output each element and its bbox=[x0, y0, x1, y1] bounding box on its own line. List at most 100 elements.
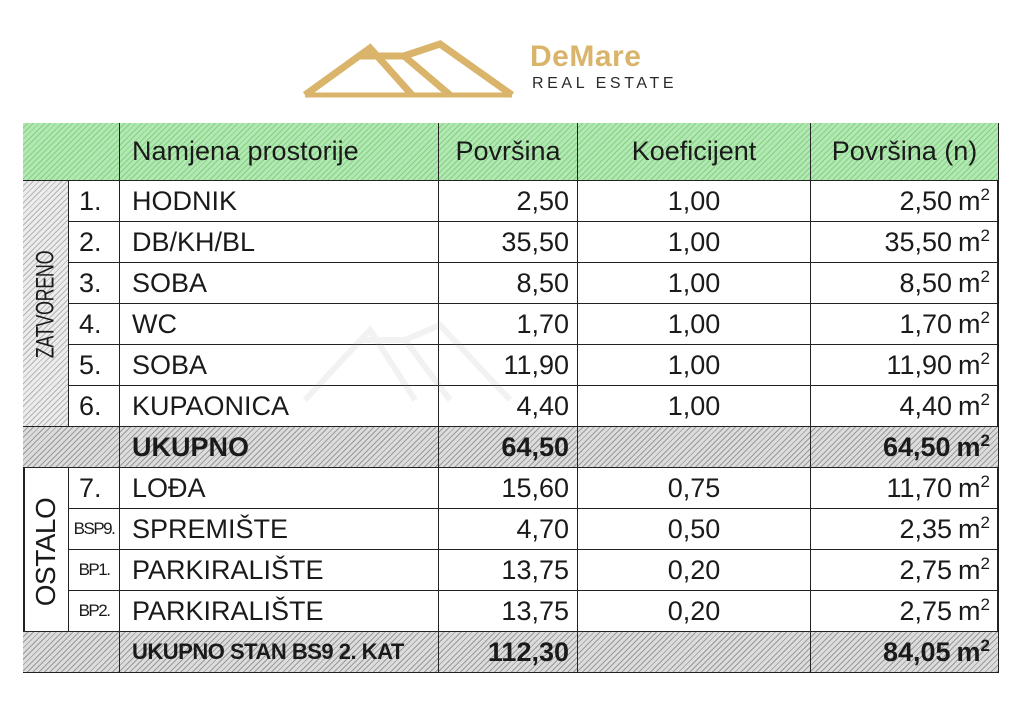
unit-label: m bbox=[958, 349, 981, 380]
net-area-value: 2,50 bbox=[899, 185, 953, 216]
unit-exponent: 2 bbox=[980, 266, 990, 286]
row-number-label: 3. bbox=[79, 267, 102, 298]
unit-label: m bbox=[958, 513, 981, 544]
unit-label: m bbox=[958, 554, 981, 585]
row-room-name: HODNIK bbox=[120, 181, 439, 222]
row-room-name: PARKIRALIŠTE bbox=[120, 591, 439, 632]
subtotal-area-value: 64,50 bbox=[501, 431, 569, 462]
row-area: 2,50 bbox=[439, 181, 578, 222]
unit-label: m bbox=[958, 226, 981, 257]
net-area-value: 2,75 bbox=[899, 554, 953, 585]
unit-label: m bbox=[956, 431, 981, 462]
room-name-label: PARKIRALIŠTE bbox=[132, 595, 324, 626]
row-net-area: 2,35 m2 bbox=[811, 509, 999, 550]
unit-m2: m2 bbox=[958, 350, 990, 381]
brand-name: DeMare bbox=[530, 40, 642, 73]
unit-m2: m2 bbox=[958, 514, 990, 545]
row-coefficient: 1,00 bbox=[578, 345, 811, 386]
unit-m2: m2 bbox=[958, 391, 990, 422]
room-name-label: LOĐA bbox=[132, 472, 206, 503]
row-net-area: 11,90 m2 bbox=[811, 345, 999, 386]
row-room-name: SOBA bbox=[120, 263, 439, 304]
unit-exponent: 2 bbox=[980, 348, 990, 368]
unit-m2: m2 bbox=[957, 432, 990, 463]
net-area-value: 2,35 bbox=[899, 513, 953, 544]
unit-m2: m2 bbox=[958, 186, 990, 217]
row-number-label: 6. bbox=[79, 390, 102, 421]
row-number-label: 5. bbox=[79, 349, 102, 380]
row-coefficient: 0,50 bbox=[578, 509, 811, 550]
header-net-area: Površina (n) bbox=[811, 123, 999, 181]
unit-label: m bbox=[956, 636, 981, 667]
row-area: 11,90 bbox=[439, 345, 578, 386]
total-label-text: UKUPNO STAN BS9 2. KAT bbox=[132, 639, 404, 664]
row-net-area: 2,75 m2 bbox=[811, 550, 999, 591]
row-area: 4,40 bbox=[439, 386, 578, 427]
area-value: 2,50 bbox=[516, 185, 569, 216]
unit-m2: m2 bbox=[958, 227, 990, 258]
row-number-label: 2. bbox=[79, 226, 102, 257]
subtotal-net-value: 64,50 bbox=[882, 431, 951, 462]
row-net-area: 8,50 m2 bbox=[811, 263, 999, 304]
row-room-name: SOBA bbox=[120, 345, 439, 386]
room-area-table: Namjena prostorije Površina Koeficijent Pov… bbox=[23, 123, 999, 673]
row-area: 13,75 bbox=[439, 550, 578, 591]
row-number-label: 4. bbox=[79, 308, 102, 339]
row-room-name: LOĐA bbox=[120, 468, 439, 509]
subtotal-label-text: UKUPNO bbox=[132, 431, 250, 462]
group-closed: ZATVORENO bbox=[23, 181, 69, 427]
unit-label: m bbox=[958, 390, 981, 421]
row-area: 8,50 bbox=[439, 263, 578, 304]
row-number: 3. bbox=[69, 263, 120, 304]
unit-exponent: 2 bbox=[980, 471, 990, 491]
total-net-value: 84,05 bbox=[882, 636, 951, 667]
row-area: 4,70 bbox=[439, 509, 578, 550]
net-area-value: 4,40 bbox=[899, 390, 953, 421]
row-area: 35,50 bbox=[439, 222, 578, 263]
unit-label: m bbox=[958, 472, 981, 503]
row-coefficient: 1,00 bbox=[578, 386, 811, 427]
coefficient-value: 1,00 bbox=[667, 308, 721, 339]
group-other-label: OSTALO bbox=[30, 497, 61, 607]
coefficient-value: 1,00 bbox=[667, 226, 721, 257]
row-number-label: BSP9. bbox=[73, 519, 116, 538]
row-number: 7. bbox=[69, 468, 120, 509]
header-blank bbox=[23, 123, 120, 181]
room-name-label: KUPAONICA bbox=[132, 390, 290, 421]
coefficient-value: 1,00 bbox=[667, 185, 721, 216]
unit-m2: m2 bbox=[958, 309, 990, 340]
room-name-label: SOBA bbox=[132, 267, 208, 298]
row-number-label: 7. bbox=[79, 472, 102, 503]
area-value: 1,70 bbox=[516, 308, 569, 339]
header-coefficient: Koeficijent bbox=[578, 123, 811, 181]
area-value: 8,50 bbox=[516, 267, 569, 298]
room-name-label: HODNIK bbox=[132, 185, 238, 216]
room-name-label: SPREMIŠTE bbox=[132, 513, 289, 544]
row-coefficient: 1,00 bbox=[578, 222, 811, 263]
row-number: BSP9. bbox=[69, 509, 120, 550]
group-other: OSTALO bbox=[23, 468, 69, 632]
row-area: 15,60 bbox=[439, 468, 578, 509]
row-net-area: 2,75 m2 bbox=[811, 591, 999, 632]
unit-exponent: 2 bbox=[980, 553, 990, 573]
unit-exponent: 2 bbox=[980, 512, 990, 532]
group-closed-label: ZATVORENO bbox=[31, 250, 60, 359]
brand-subtitle: REAL ESTATE bbox=[532, 75, 678, 92]
row-number: 4. bbox=[69, 304, 120, 345]
unit-m2: m2 bbox=[958, 268, 990, 299]
subtotal-blank bbox=[23, 427, 120, 468]
area-value: 13,75 bbox=[501, 595, 569, 626]
coefficient-value: 1,00 bbox=[667, 267, 721, 298]
net-area-value: 2,75 bbox=[899, 595, 953, 626]
row-number: 1. bbox=[69, 181, 120, 222]
unit-exponent: 2 bbox=[980, 430, 990, 450]
net-area-value: 35,50 bbox=[884, 226, 953, 257]
row-number-label: 1. bbox=[79, 185, 102, 216]
unit-exponent: 2 bbox=[980, 389, 990, 409]
row-net-area: 35,50 m2 bbox=[811, 222, 999, 263]
row-coefficient: 0,20 bbox=[578, 591, 811, 632]
net-area-value: 8,50 bbox=[899, 267, 953, 298]
row-coefficient: 0,20 bbox=[578, 550, 811, 591]
unit-m2: m2 bbox=[958, 596, 990, 627]
row-room-name: PARKIRALIŠTE bbox=[120, 550, 439, 591]
